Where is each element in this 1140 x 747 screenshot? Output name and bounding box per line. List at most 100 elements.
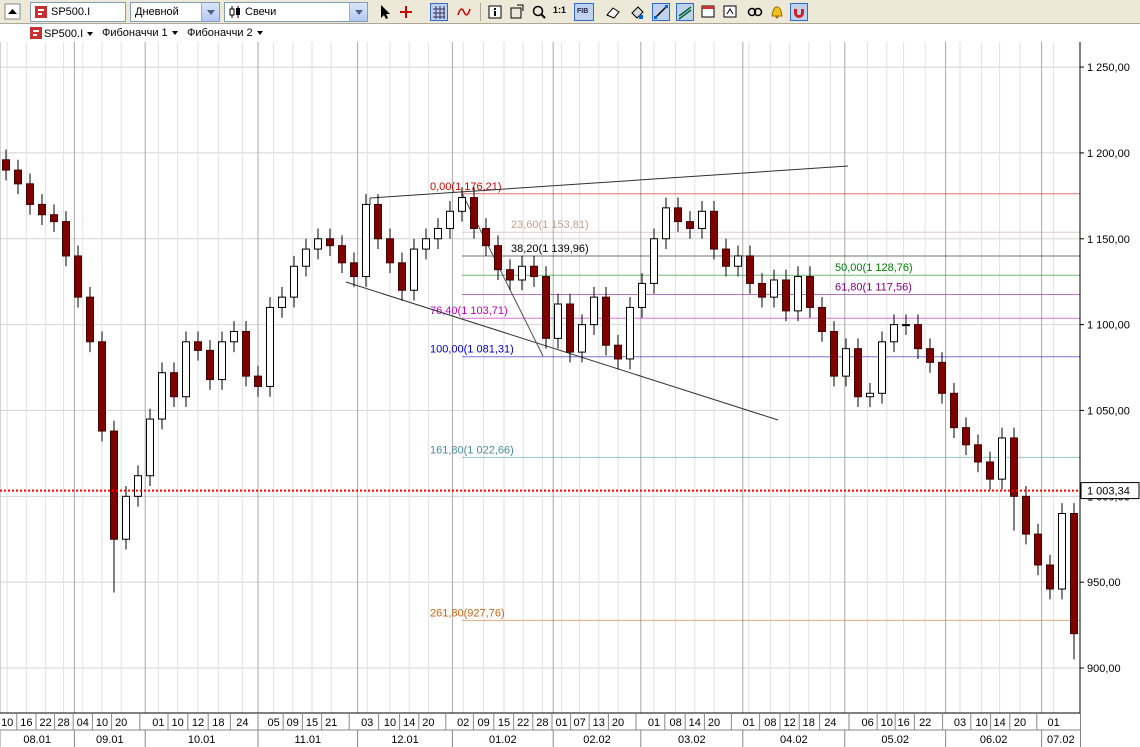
legend-bar: SP500.I Фибоначчи 1 Фибоначчи 2	[0, 24, 1140, 42]
candle-body	[566, 303, 574, 353]
y-tick-label: 1 200,00	[1087, 148, 1130, 160]
dropdown-button[interactable]	[201, 3, 219, 21]
toolbar: SP500.I Дневной Свечи 1:1 FIB	[0, 0, 1140, 24]
x-tick-label: 18	[803, 717, 815, 729]
x-tick-label: 12	[192, 717, 204, 729]
candle-body	[746, 255, 754, 284]
candle-body	[722, 248, 730, 267]
alert-button[interactable]	[768, 3, 786, 21]
candle-body	[614, 344, 622, 360]
separator	[480, 3, 481, 21]
zoom-button[interactable]	[530, 3, 548, 21]
cursor-button[interactable]	[376, 3, 394, 21]
indicator-button[interactable]	[456, 3, 474, 21]
candle-body	[206, 349, 214, 381]
candle-body	[146, 418, 154, 477]
candle-body	[830, 330, 838, 377]
candle-body	[26, 183, 34, 205]
candle-body	[470, 197, 478, 229]
paint-button[interactable]	[628, 3, 646, 21]
legend-fib2: Фибоначчи 2	[187, 27, 253, 39]
x-tick-label: 10	[96, 717, 108, 729]
candle-body	[254, 375, 262, 387]
link-button[interactable]	[746, 3, 764, 21]
candle-body	[338, 245, 346, 264]
candle-body	[194, 341, 202, 351]
magnet-button[interactable]	[790, 3, 808, 21]
style-combo[interactable]: Свечи	[224, 2, 368, 22]
candle-body	[578, 324, 586, 353]
month-label: 01.02	[489, 734, 517, 746]
y-tick-label: 1 150,00	[1087, 234, 1130, 246]
x-tick-label: 02	[457, 717, 469, 729]
candle-body	[482, 227, 490, 247]
candle-body	[1022, 495, 1030, 535]
dropdown-button[interactable]	[349, 3, 367, 21]
zoom-reset-button[interactable]: 1:1	[553, 5, 567, 15]
candle-body	[782, 279, 790, 312]
x-tick-label: 01	[555, 717, 567, 729]
fib-label: 23,60(1 153,81)	[511, 219, 589, 231]
month-label: 09.01	[96, 734, 124, 746]
candle-body	[158, 372, 166, 420]
y-axis-area	[1080, 42, 1140, 747]
candle-body	[62, 221, 70, 257]
x-tick-label: 14	[689, 717, 701, 729]
candle-body	[38, 203, 46, 216]
legend-item[interactable]: Фибоначчи 1	[102, 27, 178, 39]
legend-symbol: SP500.I	[44, 28, 84, 40]
fib-label: 261,80(927,76)	[430, 607, 505, 619]
month-label: 04.02	[780, 734, 808, 746]
legend-item[interactable]: Фибоначчи 2	[187, 27, 263, 39]
symbol-combo[interactable]: SP500.I	[30, 2, 126, 22]
candle-body	[302, 248, 310, 267]
fib-label: 38,20(1 139,96)	[511, 243, 589, 255]
candle-body	[458, 197, 466, 212]
candle-body	[1046, 564, 1054, 590]
zoom-rect-button[interactable]	[508, 3, 526, 21]
candle-body	[758, 282, 766, 298]
candle-body	[170, 372, 178, 398]
grid-button[interactable]	[430, 3, 448, 21]
candle-body	[1010, 437, 1018, 497]
y-tick-label: 1 250,00	[1087, 62, 1130, 74]
fib-button[interactable]: FIB	[574, 3, 594, 21]
crosshair-button[interactable]	[398, 3, 416, 21]
window-button[interactable]	[700, 3, 718, 21]
x-tick-label: 10	[975, 717, 987, 729]
x-tick-label: 07	[573, 717, 585, 729]
candle-body	[590, 296, 598, 326]
candle-body	[86, 296, 94, 343]
x-tick-label: 05	[267, 717, 279, 729]
candle-body	[650, 238, 658, 284]
export-button[interactable]	[722, 3, 740, 21]
candle-layer	[0, 149, 1080, 660]
candle-body	[398, 262, 406, 291]
legend-item[interactable]: SP500.I	[30, 27, 94, 40]
candle-body	[350, 262, 358, 278]
candle-body	[290, 265, 298, 298]
candle-body	[638, 282, 646, 308]
collapse-button[interactable]	[4, 3, 22, 21]
info-button[interactable]	[486, 3, 504, 21]
eraser-button[interactable]	[604, 3, 622, 21]
trendline-button[interactable]	[652, 3, 670, 21]
fib-label: 61,80(1 117,56)	[835, 281, 912, 293]
fib-label: 161,80(1 022,66)	[430, 444, 514, 456]
x-tick-label: 09	[287, 717, 299, 729]
x-tick-label: 20	[1014, 717, 1026, 729]
x-tick-label: 24	[824, 717, 836, 729]
candle-body	[230, 330, 238, 343]
candle-body	[626, 306, 634, 360]
candle-body	[362, 203, 370, 278]
trend-line	[345, 281, 779, 421]
fib-label: FIB	[577, 8, 589, 15]
symbol: SP500.I	[51, 6, 91, 18]
candle-body	[986, 461, 994, 480]
candle-body	[806, 276, 814, 308]
period-combo[interactable]: Дневной	[130, 2, 220, 22]
channel-button[interactable]	[676, 3, 694, 21]
candle-body	[866, 392, 874, 398]
candle-body	[926, 348, 934, 363]
